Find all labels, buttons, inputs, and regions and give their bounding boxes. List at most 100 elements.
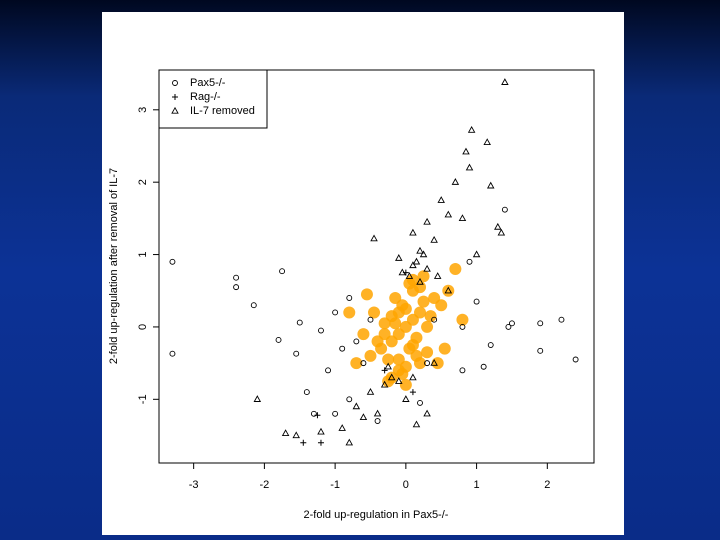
x-tick-label: -2 — [259, 479, 269, 491]
point — [300, 439, 307, 446]
point — [433, 272, 442, 279]
point — [412, 257, 421, 265]
y-tick-label: 0 — [137, 324, 149, 330]
point — [409, 261, 417, 269]
point — [423, 409, 431, 417]
point — [281, 429, 290, 436]
point — [473, 298, 480, 305]
point — [459, 323, 466, 330]
point — [438, 342, 451, 355]
x-tick-label: 1 — [474, 479, 480, 491]
legend-label: Rag-/- — [190, 91, 221, 103]
point — [449, 263, 462, 276]
point — [389, 317, 402, 330]
point — [430, 235, 438, 243]
y-tick-label: 2 — [137, 179, 149, 185]
point — [430, 358, 438, 366]
point — [253, 395, 262, 402]
point — [332, 410, 339, 417]
point — [387, 373, 396, 381]
point — [382, 375, 395, 388]
point — [325, 367, 331, 374]
point — [421, 320, 434, 333]
point — [406, 339, 419, 352]
point — [398, 268, 407, 276]
point — [462, 147, 470, 155]
point — [317, 427, 325, 435]
point — [431, 357, 444, 370]
point — [537, 347, 544, 354]
legend-label: IL-7 removed — [190, 105, 255, 117]
point — [339, 345, 346, 352]
point — [343, 306, 356, 319]
point — [396, 367, 409, 380]
x-tick-label: 0 — [403, 479, 409, 491]
point — [367, 316, 374, 323]
point — [169, 258, 176, 265]
point — [338, 424, 346, 431]
point — [368, 306, 381, 319]
point — [412, 420, 421, 428]
point — [395, 254, 403, 261]
point — [382, 353, 395, 366]
point — [392, 353, 405, 366]
point — [345, 438, 354, 446]
point — [317, 439, 324, 446]
point — [537, 320, 544, 327]
y-tick-label: -1 — [137, 394, 149, 404]
point — [501, 78, 509, 85]
point — [250, 302, 257, 309]
point — [293, 350, 300, 357]
point — [303, 389, 310, 396]
point — [233, 274, 240, 281]
point — [558, 316, 565, 323]
point — [233, 284, 240, 291]
point — [409, 373, 417, 381]
point — [357, 328, 370, 341]
point — [487, 342, 494, 348]
point — [424, 310, 437, 323]
point — [419, 250, 428, 258]
point — [395, 377, 403, 384]
point — [497, 228, 506, 236]
x-tick-label: -3 — [189, 479, 199, 491]
point — [296, 319, 303, 326]
point — [314, 412, 321, 419]
point — [381, 367, 388, 374]
point — [352, 402, 361, 410]
point — [437, 196, 445, 203]
point — [318, 327, 324, 334]
point — [384, 362, 392, 370]
point — [350, 357, 363, 370]
point — [442, 284, 455, 297]
point — [423, 217, 431, 225]
point — [374, 418, 381, 424]
point — [416, 277, 424, 285]
point — [458, 214, 467, 222]
point — [346, 295, 353, 301]
point — [431, 316, 438, 323]
point — [373, 409, 382, 417]
point — [483, 138, 491, 146]
point — [501, 206, 508, 213]
point — [409, 389, 416, 396]
point — [371, 335, 384, 348]
point — [360, 360, 367, 367]
legend-marker — [171, 106, 179, 114]
point — [444, 286, 453, 294]
point — [451, 178, 460, 185]
point — [406, 273, 419, 286]
point — [414, 306, 426, 319]
point — [405, 272, 414, 279]
point — [423, 264, 431, 272]
point — [392, 306, 405, 319]
point — [494, 222, 502, 230]
point — [424, 360, 431, 367]
point — [169, 350, 176, 357]
point — [417, 295, 430, 308]
point — [332, 309, 339, 316]
point — [292, 431, 300, 439]
point — [572, 356, 579, 363]
